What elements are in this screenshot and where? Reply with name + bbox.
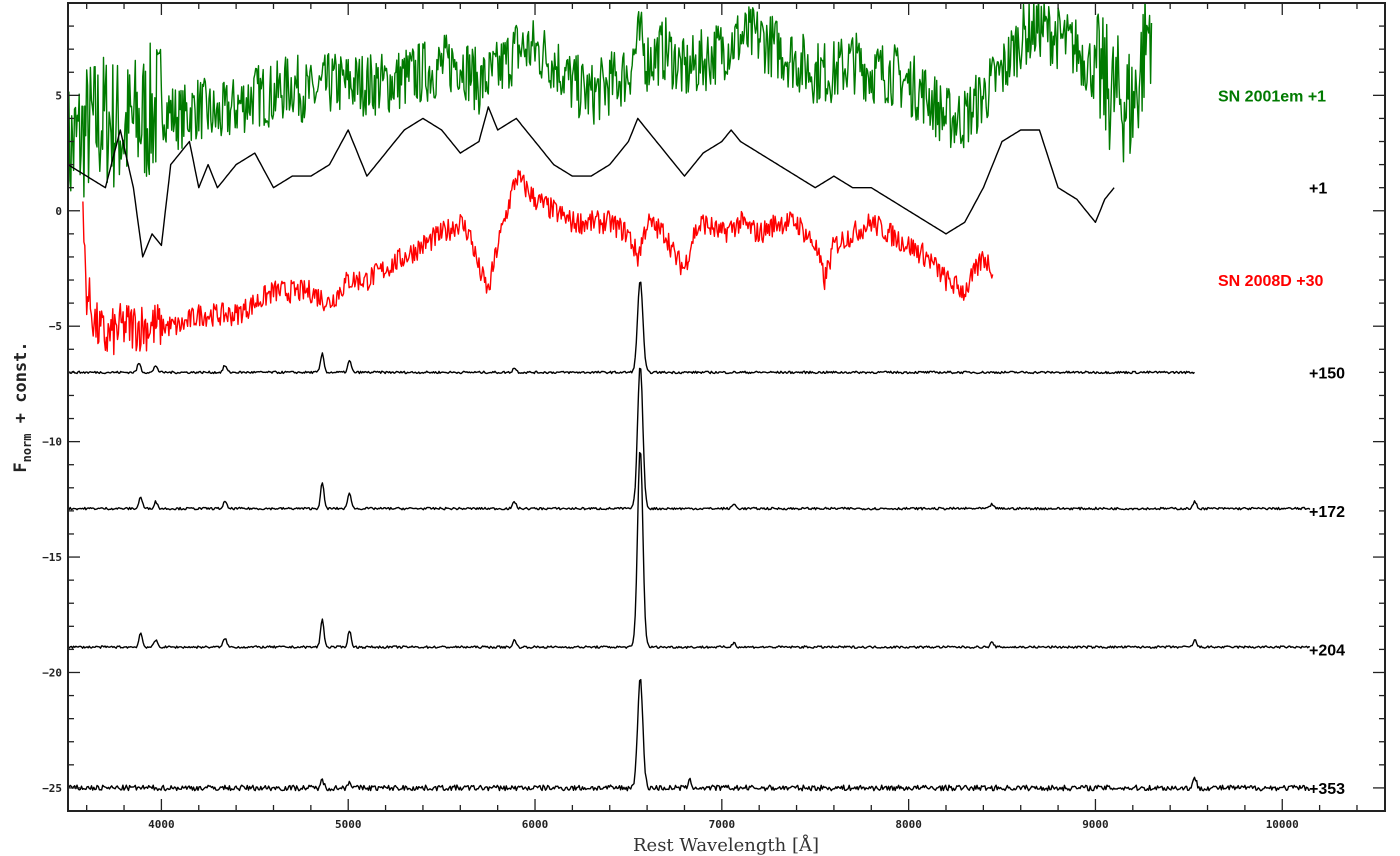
y-axis-label: Fnorm + const.: [11, 341, 34, 472]
spectrum-line-0: [68, 3, 1153, 225]
series-labels: SN 2001em +1 +1 SN 2008D +30 +150 +172 +204 +3…: [1218, 88, 1345, 798]
plot-frame: [67, 2, 1386, 812]
series-label-4: +172: [1309, 504, 1345, 521]
series-label-2: SN 2008D +30: [1218, 273, 1324, 290]
spectra-lines: [68, 3, 1311, 792]
spectrum-line-6: [68, 678, 1311, 792]
series-label-6: +353: [1309, 781, 1345, 798]
x-axis-label: Rest Wavelength [Å]: [633, 834, 819, 856]
x-tick-label: 7000: [709, 818, 736, 831]
x-tick-label: 4000: [148, 818, 175, 831]
spectrum-line-1: [68, 106, 1115, 258]
y-tick-label: −25: [42, 782, 62, 795]
x-tick-label: 9000: [1082, 818, 1109, 831]
y-tick-label: −10: [42, 436, 62, 449]
y-tick-label: 0: [55, 205, 62, 218]
series-label-5: +204: [1309, 642, 1345, 659]
y-tick-label: −5: [49, 320, 62, 333]
y-axis-label-main: F: [11, 462, 31, 472]
spectrum-line-2: [82, 169, 994, 356]
spectrum-line-4: [68, 367, 1311, 511]
x-tick-label: 8000: [895, 818, 922, 831]
spectrum-line-3: [68, 281, 1195, 375]
y-tick-label: 5: [55, 89, 62, 102]
y-axis-label-suffix: + const.: [11, 341, 31, 433]
x-tick-label: 5000: [335, 818, 362, 831]
axis-ticks: 4000 5000 6000 7000 8000 9000 10000 5 0 −5 −10 −15 −…: [42, 2, 1385, 831]
x-tick-label: 10000: [1266, 818, 1299, 831]
y-axis-label-subscript: norm: [20, 433, 34, 462]
y-tick-label: −15: [42, 551, 62, 564]
series-label-0: SN 2001em +1: [1218, 88, 1326, 105]
series-label-1: +1: [1309, 181, 1327, 198]
x-tick-label: 6000: [522, 818, 549, 831]
spectrum-line-5: [68, 451, 1311, 649]
y-tick-label: −20: [42, 666, 62, 679]
series-label-3: +150: [1309, 365, 1345, 382]
